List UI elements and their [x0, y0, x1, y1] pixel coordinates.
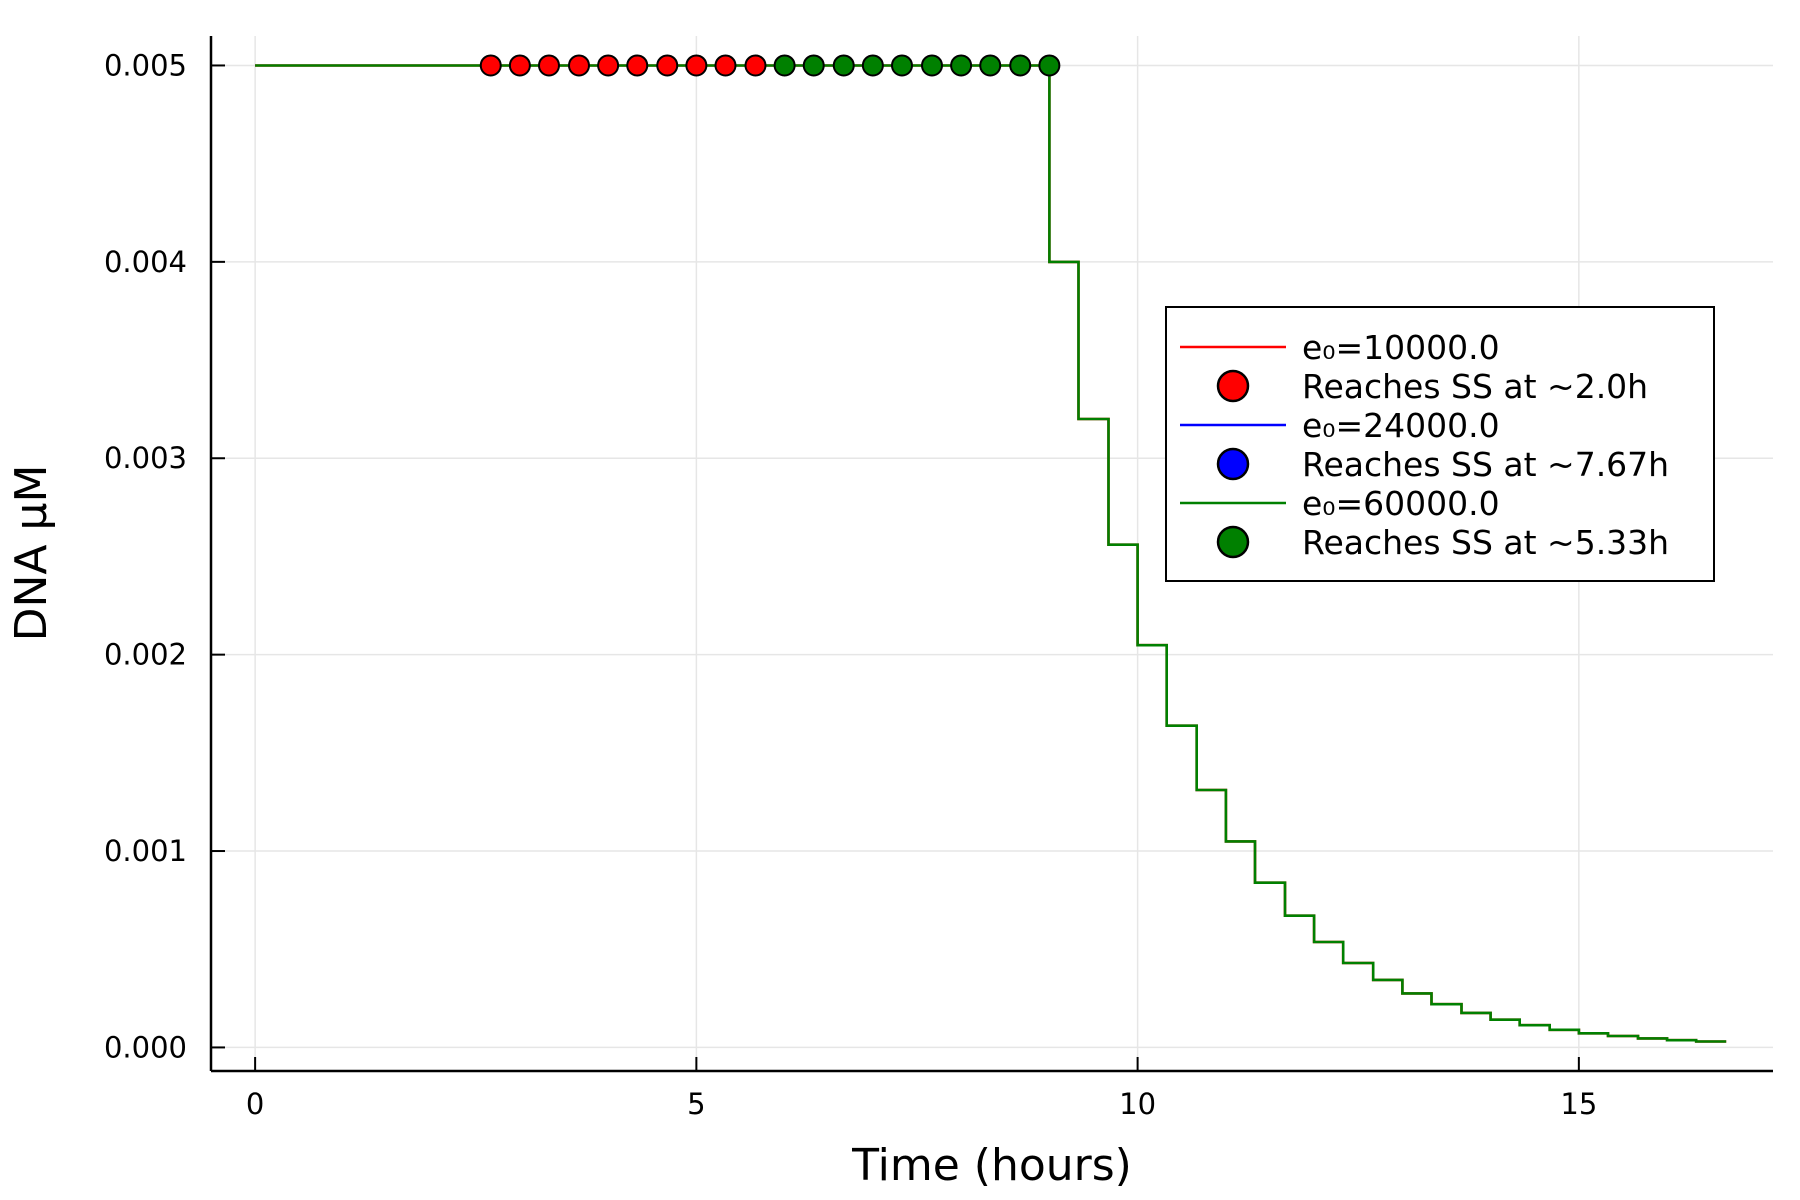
grid — [211, 36, 1773, 1071]
series-marker-1 — [508, 54, 531, 77]
x-tick-label: 10 — [1119, 1087, 1156, 1121]
series-marker-5 — [861, 54, 884, 77]
series-marker-5 — [1038, 54, 1061, 77]
y-tick-label: 0.004 — [104, 245, 187, 279]
series-marker-1 — [597, 54, 620, 77]
series-marker-5 — [920, 54, 943, 77]
series-marker-1 — [744, 54, 767, 77]
tick-labels: 0 5 10 15 0.000 0.001 0.002 0.003 0.004 0.005 — [104, 48, 1597, 1121]
x-tick-label: 5 — [687, 1087, 705, 1121]
series-marker-5 — [832, 54, 855, 77]
series-marker-1 — [714, 54, 737, 77]
series-marker-1 — [685, 54, 708, 77]
legend-entry-label: Reaches SS at ~5.33h — [1302, 523, 1669, 562]
y-tick-label: 0.001 — [104, 834, 187, 868]
axes — [209, 36, 1773, 1073]
series-marker-1 — [656, 54, 679, 77]
x-tick-label: 15 — [1560, 1087, 1597, 1121]
x-axis-title: Time (hours) — [851, 1140, 1132, 1191]
series-marker-5 — [979, 54, 1002, 77]
y-tick-label: 0.002 — [104, 638, 187, 672]
y-tick-label: 0.000 — [104, 1030, 187, 1064]
series-marker-5 — [890, 54, 913, 77]
series-marker-5 — [802, 54, 825, 77]
y-axis-title: DNA µM — [6, 465, 57, 642]
series-marker-5 — [1009, 54, 1032, 77]
series-marker-5 — [773, 54, 796, 77]
series-marker-1 — [537, 54, 560, 77]
y-tick-label: 0.003 — [104, 441, 187, 475]
series-marker-5 — [950, 54, 973, 77]
x-tick-label: 0 — [246, 1087, 264, 1121]
legend-marker-swatch — [1216, 369, 1250, 403]
legend-entry-label: e₀=60000.0 — [1302, 484, 1500, 523]
series-line-4 — [255, 64, 1727, 1043]
series — [255, 54, 1727, 1043]
legend-entry-label: Reaches SS at ~7.67h — [1302, 445, 1669, 484]
legend-entry-label: e₀=10000.0 — [1302, 328, 1500, 367]
series-marker-1 — [567, 54, 590, 77]
y-tick-label: 0.005 — [104, 48, 187, 82]
series-marker-1 — [626, 54, 649, 77]
legend-entry-label: e₀=24000.0 — [1302, 406, 1500, 445]
legend-entry-label: Reaches SS at ~2.0h — [1302, 367, 1648, 406]
legend-box — [1165, 306, 1715, 582]
series-marker-1 — [479, 54, 502, 77]
legend-marker-swatch — [1216, 447, 1250, 481]
legend-marker-swatch — [1216, 525, 1250, 559]
